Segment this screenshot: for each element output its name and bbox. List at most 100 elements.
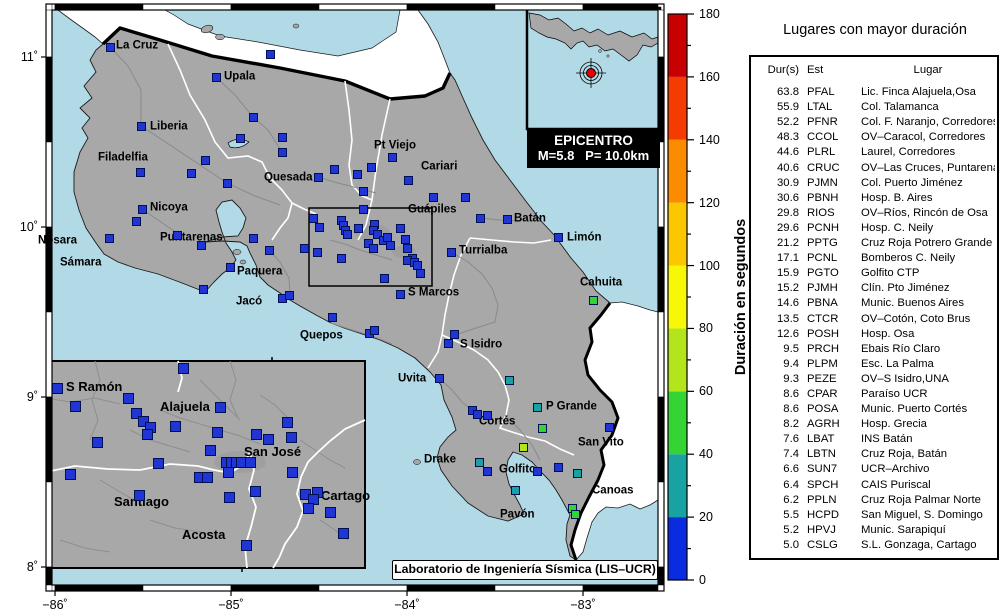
place-label: Cortés [479,415,516,428]
duration-table-rows: 63.8 PFAL Lic. Finca Alajuela,Osa 55.9 LTAL C… [759,85,995,553]
station-marker [172,230,182,240]
station-marker [244,456,256,468]
station-marker [122,392,134,404]
cell-duration: 6.4 [783,478,799,491]
cell-duration: 7.6 [783,433,799,446]
station-marker [532,466,542,476]
cell-place: Cruz Roja Palmar Norte [861,493,981,506]
station-marker [308,213,318,223]
roads [109,46,541,461]
station-marker [474,457,484,467]
gulf-island [232,249,242,255]
station-marker [329,164,339,174]
cell-duration: 5.5 [783,508,799,521]
station-marker [402,243,412,253]
place-label: Golfito [499,463,537,476]
place-label: Nicoya [150,201,188,214]
cell-duration: 8.6 [783,387,799,400]
station-marker [235,133,245,143]
station-marker [302,502,314,514]
station-marker [177,362,189,374]
province-borders [167,43,575,456]
col-header-lugar: Lugar [913,64,943,76]
duration-table: Dur(s) Est Lugar 63.8 PFAL Lic. Finca Alaj… [749,55,999,560]
colorbar-tick-label: 180 [699,7,720,21]
table-row: 44.6 PLRL Laurel, Corredores [759,145,995,160]
cell-duration: 15.2 [777,282,799,295]
cell-station: PJMN [807,176,838,189]
epicenter-info-box: EPICENTRO M=5.8 P= 10.0km [527,129,660,168]
cell-station: PCNH [807,221,840,234]
cell-duration: 8.2 [783,418,799,431]
station-marker [395,223,405,233]
station-marker [133,489,145,501]
station-marker [248,112,258,122]
cell-station: HPVJ [807,523,836,536]
station-marker [502,214,512,224]
lake-island [215,33,225,41]
place-label: Pavón [500,508,535,521]
lake-nicaragua [164,10,401,57]
cell-duration: 6.6 [783,463,799,476]
credit-box: Laboratorio de Ingeniería Sísmica (LIS–U… [392,560,658,580]
cell-place: Cruz Roja Potrero Grande [861,237,993,250]
cell-place: S.L. Gonzaga, Cartago [861,538,977,551]
cell-station: LTAL [807,101,833,114]
cell-place: Cruz Roja, Batán [861,448,948,461]
station-marker [277,132,287,142]
station-marker [443,338,453,348]
place-label: Puntarenas [160,231,223,244]
station-marker [518,442,528,452]
place-label: Quepos [300,329,343,342]
station-marker [415,268,425,278]
station-marker [214,401,226,413]
table-row: 8.6 CPAR Paraíso UCR [759,387,995,402]
station-marker [428,192,438,202]
station-marker [385,240,395,250]
cell-station: RIOS [807,206,835,219]
station-marker [284,290,294,300]
station-marker [131,216,141,226]
place-label: La Cruz [116,39,159,52]
place-label: Pt Viejo [374,139,416,152]
study-area-rectangle [308,207,433,287]
station-marker [262,433,274,445]
place-label: Paquera [237,265,283,278]
table-row: 9.4 PLPM Esc. La Palma [759,357,995,372]
place-label: S Isidro [460,338,503,351]
colorbar-tick-label: 140 [699,132,720,147]
lat-tick-label: 8˚ [26,560,38,574]
colorbar-tick-label: 0 [699,573,706,587]
station-marker [337,527,349,539]
station-marker [312,247,322,257]
cell-station: LBAT [807,433,835,446]
table-row: 30.9 PJMN Col. Puerto Jiménez [759,176,995,191]
colorbar [668,14,687,580]
table-row: 5.5 HCPD San Miguel, S. Domingo [759,508,995,523]
border-panama [569,302,620,561]
border-nicaragua [101,26,452,101]
station-marker [64,468,76,480]
station-marker [537,423,547,433]
station-marker [358,204,368,214]
cell-duration: 12.6 [777,327,799,340]
colorbar-tick-label: 80 [699,321,713,336]
table-row: 21.2 PPTG Cruz Roja Potrero Grande [759,236,995,251]
table-row: 9.3 PEZE OV–S Isidro,UNA [759,372,995,387]
table-row: 17.1 PCNL Bomberos C. Neily [759,251,995,266]
cell-duration: 21.2 [777,237,799,250]
station-marker [137,204,147,214]
table-row: 12.6 POSH Hosp. Osa [759,327,995,342]
cell-place: Esc. La Palma [861,357,934,370]
station-marker [372,229,382,239]
cell-station: LBTN [807,448,836,461]
place-label: San Vito [578,436,624,449]
colorbar-ticks [687,13,694,581]
station-marker [369,325,379,335]
colorbar-axis-title: Duración en segundos [733,218,749,376]
station-marker [69,400,81,412]
place-label: Sámara [60,256,102,269]
cell-station: HCPD [807,508,840,521]
map-outer-frame [45,3,665,592]
station-marker [570,509,580,519]
